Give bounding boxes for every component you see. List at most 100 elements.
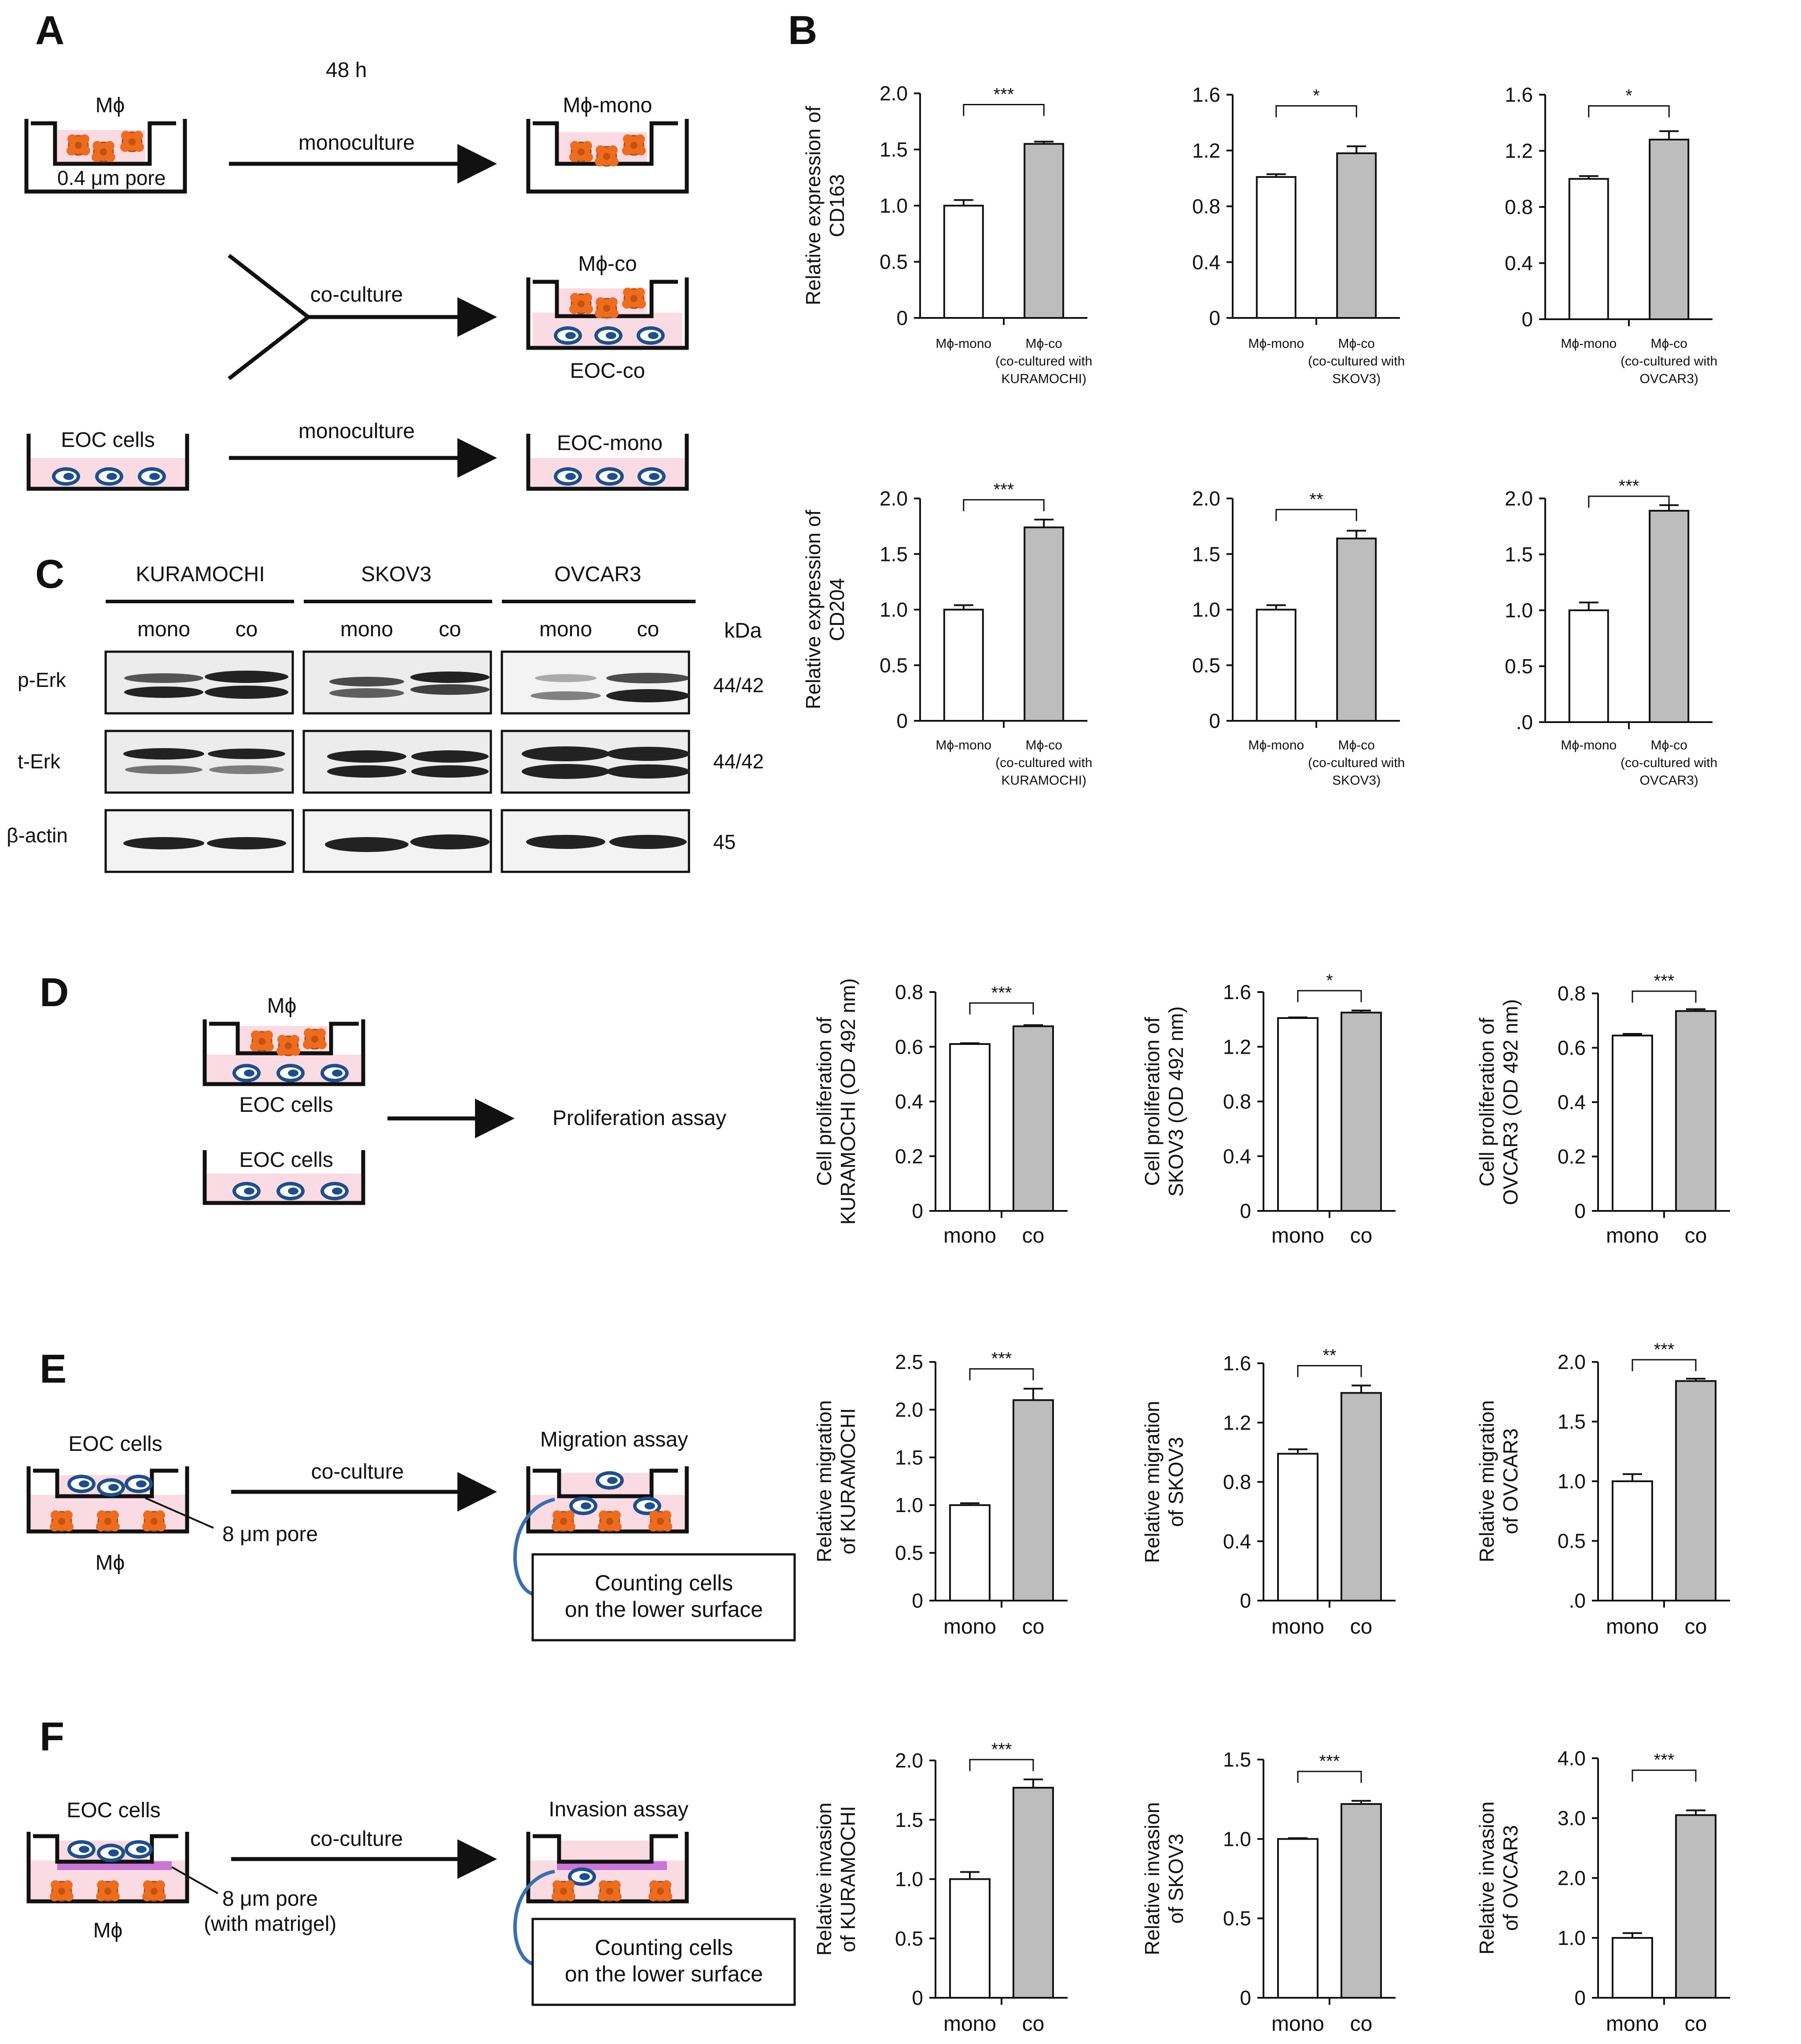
y-tick-label: 0.6: [895, 1035, 923, 1058]
bar-co: [1341, 1011, 1382, 1212]
significance-label: **: [1309, 490, 1323, 509]
significance-bracket: [1275, 105, 1357, 118]
y-tick-label: 0.2: [1558, 1145, 1586, 1168]
bar-co: [1675, 1010, 1716, 1212]
y-tick-label: 1.2: [1223, 1035, 1251, 1058]
category-label: KURAMOCHI): [1002, 372, 1086, 386]
f-eoc-cells-label: EOC cells: [66, 1799, 160, 1822]
y-tick-label: 0.8: [1223, 1090, 1251, 1113]
y-tick-label: 2.0: [1505, 487, 1533, 510]
significance-bracket: [1632, 1359, 1697, 1371]
panel-label-a: A: [35, 8, 64, 53]
category-label: co: [1022, 2012, 1045, 2036]
f-mphi-label: Mϕ: [93, 1919, 123, 1942]
y-axis-label: of KURAMOCHI: [836, 1806, 859, 1952]
chart-cd163_skov3: 0 0.4 0.8 1.2 1.6 * Mϕ-mono Mϕ-co (co-cultured w…: [1192, 83, 1405, 386]
y-tick-label: 1.0: [880, 194, 908, 217]
y-axis-label: of OVCAR3: [1499, 1825, 1522, 1931]
category-label: Mϕ-co: [1025, 738, 1062, 753]
proliferation-assay-label: Proliferation assay: [552, 1107, 726, 1130]
y-tick-label: 1.0: [1223, 1827, 1251, 1850]
panel-label-c: C: [35, 552, 64, 597]
bar-mono: [1612, 1480, 1653, 1601]
mphi-label: Mϕ: [96, 94, 125, 117]
kda-actin: 45: [713, 830, 736, 853]
cell-line-kuramochi: KURAMOCHI: [136, 563, 265, 586]
y-tick-label: 0.4: [1192, 251, 1220, 273]
significance-label: ***: [1654, 971, 1675, 991]
chart-cd204_skov3: 0 0.5 1.0 1.5 2.0 ** Mϕ-mono Mϕ-co (co-cultured …: [1192, 487, 1405, 788]
y-axis-label: CD204: [825, 578, 848, 641]
y-tick-label: 1.5: [1558, 1410, 1586, 1433]
category-label: co: [1685, 1224, 1707, 1247]
chart-migr_ovcar3: .0 0.5 1.0 1.5 2.0 *** mono co Relative migratio…: [1475, 1340, 1730, 1638]
y-tick-label: 2.0: [880, 487, 908, 510]
y-tick-label: 0.5: [880, 251, 908, 273]
bar-co: [1341, 1392, 1382, 1601]
y-tick-label: 1.6: [1505, 83, 1533, 106]
bar-co: [1013, 1399, 1054, 1601]
bar-mono: [1612, 1034, 1653, 1212]
y-tick-label: 1.0: [1558, 1470, 1586, 1493]
y-tick-label: 0.8: [1558, 982, 1586, 1005]
y-tick-label: 0.8: [1192, 195, 1220, 218]
y-axis-label: OVCAR3 (OD 492 nm): [1499, 999, 1522, 1205]
e-counting-1: Counting cells: [595, 1571, 733, 1595]
y-tick-label: 0.4: [1223, 1530, 1251, 1553]
y-axis-label: Relative migration: [1141, 1401, 1164, 1563]
eoc-well: [26, 434, 189, 491]
significance-label: *: [1313, 86, 1320, 105]
significance-bracket: [969, 1002, 1034, 1015]
cell-line-ovcar3: OVCAR3: [554, 563, 641, 586]
bar-co: [1013, 1786, 1054, 1999]
y-axis-label: Relative invasion: [813, 1803, 836, 1956]
significance-bracket: [1297, 990, 1362, 1002]
lane-kura-mono: mono: [137, 618, 190, 641]
category-label: mono: [943, 2012, 996, 2036]
category-label: Mϕ-co: [1338, 738, 1374, 753]
mphi-co-transwell: [526, 277, 689, 350]
monoculture-top-label: monoculture: [298, 131, 415, 155]
bar-co: [1341, 1803, 1382, 1999]
bar-co: [1675, 1380, 1716, 1602]
bar-mono: [1277, 1453, 1319, 1601]
y-tick-label: 0: [896, 709, 908, 732]
bands-terk: [123, 746, 690, 779]
y-tick-label: 0.5: [1223, 1907, 1251, 1930]
bar-mono: [1256, 176, 1296, 319]
significance-bracket: [1297, 1365, 1362, 1377]
significance-label: **: [1322, 1346, 1336, 1365]
y-axis-label: Cell proliferation of: [1141, 1017, 1164, 1186]
category-label: mono: [1271, 1615, 1324, 1638]
category-label: mono: [1271, 1224, 1324, 1247]
lane-skov3-mono: mono: [340, 618, 393, 641]
y-axis-label: Relative invasion: [1141, 1802, 1164, 1955]
y-axis-label: of KURAMOCHI: [836, 1408, 859, 1554]
panel-c-blot: KURAMOCHI SKOV3 OVCAR3 mono co mono co m…: [7, 563, 764, 873]
eoc-mono-well: [526, 434, 689, 491]
category-label: mono: [1606, 1615, 1659, 1638]
y-tick-label: 0.6: [1558, 1037, 1586, 1059]
category-label: OVCAR3): [1640, 773, 1698, 788]
mphi-mono-label: Mϕ-mono: [563, 94, 652, 117]
bar-mono: [1568, 178, 1609, 320]
y-tick-label: 1.6: [1223, 1352, 1251, 1375]
category-label: mono: [943, 1224, 996, 1247]
y-tick-label: 0.5: [1558, 1530, 1586, 1553]
significance-bracket: [1297, 1771, 1362, 1783]
y-axis-label: Relative migration: [1475, 1400, 1498, 1562]
e-coculture-label: co-culture: [311, 1460, 404, 1483]
category-label: SKOV3): [1332, 773, 1381, 788]
coculture-label: co-culture: [310, 283, 403, 306]
panel-d-diagram: Mϕ EOC cells EOC cells Proliferation ass…: [203, 994, 726, 1205]
y-tick-label: 1.0: [895, 1494, 923, 1516]
bar-co: [1649, 139, 1690, 320]
y-tick-label: 1.0: [1558, 1926, 1586, 1949]
chart-cd163_ovcar3: 0 0.4 0.8 1.2 1.6 * Mϕ-mono Mϕ-co (co-cultured w…: [1505, 83, 1717, 386]
f-coculture-label: co-culture: [310, 1827, 403, 1851]
significance-label: *: [1326, 971, 1333, 990]
category-label: Mϕ-co: [1338, 336, 1374, 351]
category-label: Mϕ-mono: [1561, 738, 1617, 753]
category-label: mono: [1271, 2012, 1324, 2036]
y-axis-label: Relative expression of: [802, 106, 825, 306]
